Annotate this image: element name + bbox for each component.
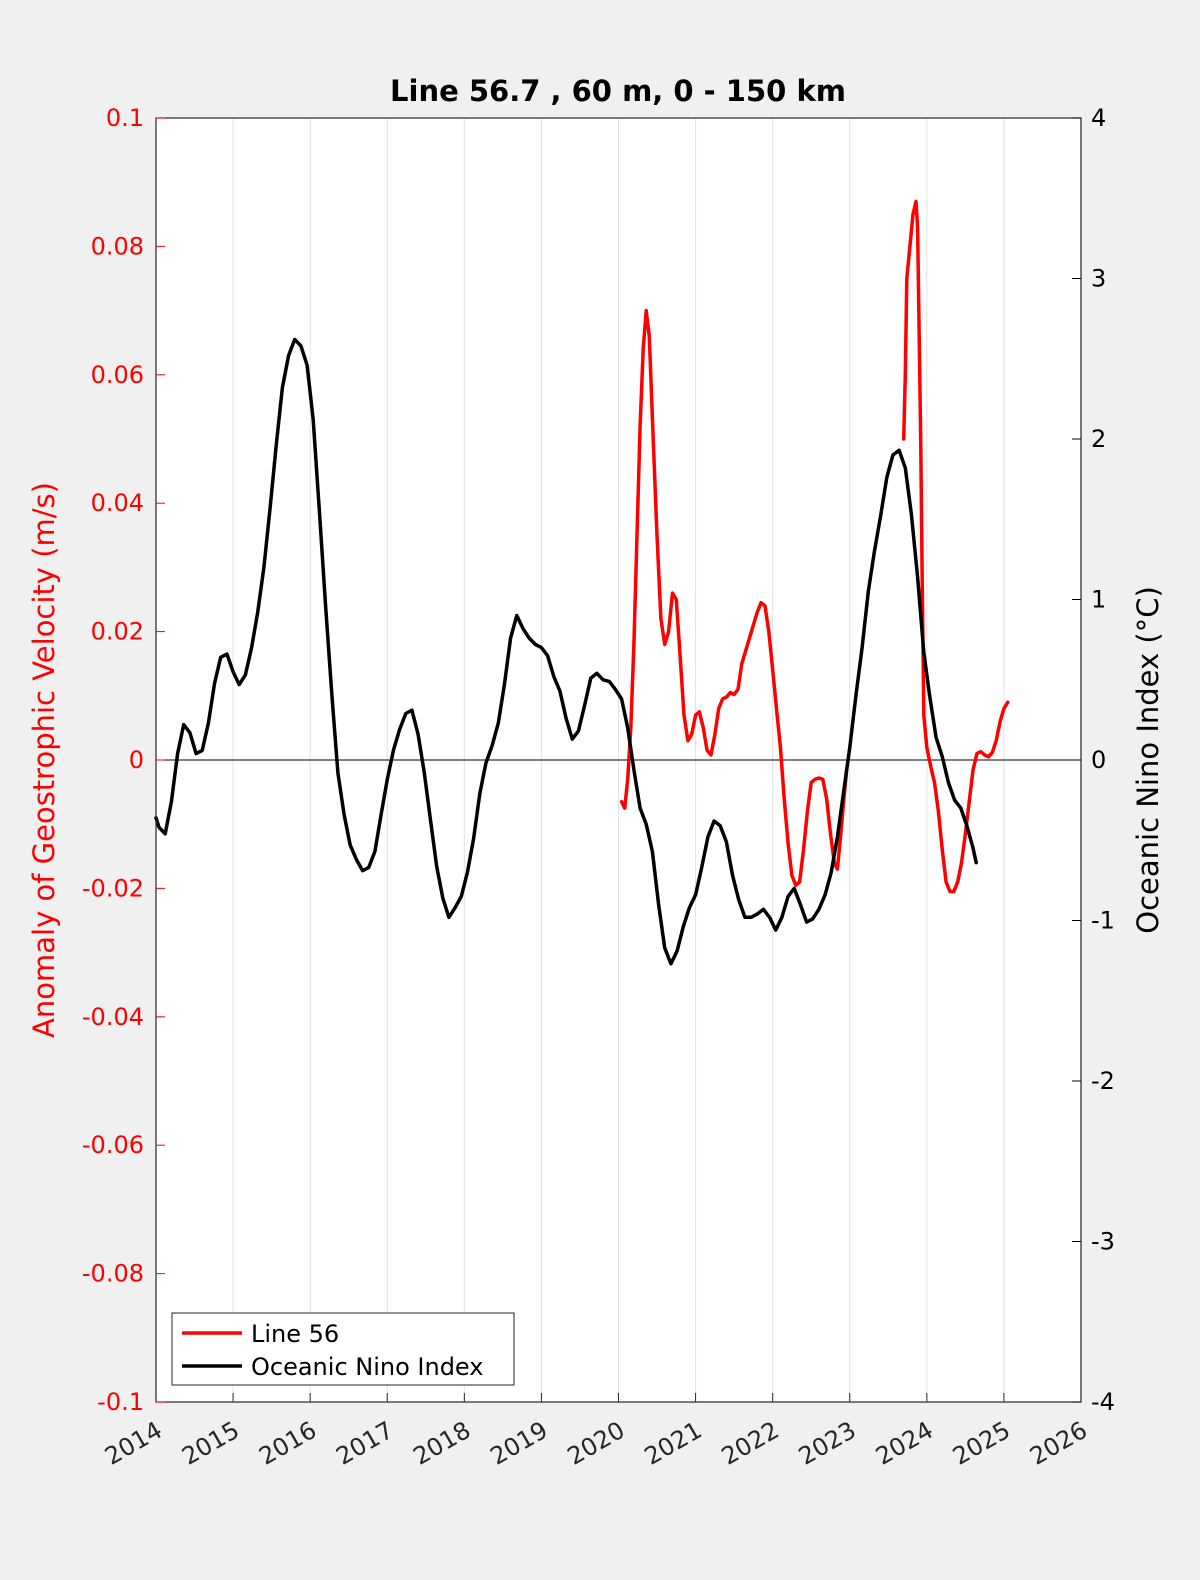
left-tick-label: 0.1	[106, 104, 144, 132]
x-tick-label-2022: 2022	[717, 1416, 784, 1471]
x-tick-label-2016: 2016	[254, 1416, 321, 1471]
x-tick-label-2017: 2017	[331, 1416, 398, 1471]
right-tick-label: 1	[1091, 586, 1106, 614]
left-tick-label: -0.02	[82, 874, 144, 902]
series-line-line56-segment-1	[901, 199, 1010, 894]
left-tick-label: 0.04	[91, 489, 144, 517]
left-tick-label: 0	[129, 746, 144, 774]
left-tick-label: 0.08	[91, 232, 144, 260]
right-tick-label: 3	[1091, 265, 1106, 293]
left-tick-label: -0.06	[82, 1131, 144, 1159]
left-axis: 0.1 0.08 0.06 0.04 0.02 0 -0.02 -0.04 -0.06 -0.08…	[82, 104, 165, 1416]
left-tick-label: -0.1	[97, 1388, 144, 1416]
right-tick-label: 0	[1091, 746, 1106, 774]
x-axis: 2014 2015 2016 2017 2018 2019 2020 2021 2022 2023…	[100, 1393, 1092, 1471]
right-tick-label: -3	[1091, 1228, 1115, 1256]
left-axis-label: Anomaly of Geostrophic Velocity (m/s)	[27, 482, 61, 1038]
x-tick-label-2018: 2018	[408, 1416, 475, 1471]
right-tick-label: -2	[1091, 1067, 1115, 1095]
legend-box	[171, 1312, 515, 1386]
right-tick-label: -4	[1091, 1388, 1115, 1416]
series-line-oni-segment-0	[154, 337, 978, 966]
left-tick-label: -0.08	[82, 1260, 144, 1288]
left-tick-label: 0.02	[91, 618, 144, 646]
right-axis-label: Oceanic Nino Index (°C)	[1131, 586, 1165, 934]
right-axis: 4 3 2 1 0 -1 -2 -3 -4	[1072, 104, 1115, 1416]
right-tick-label: 2	[1091, 425, 1106, 453]
x-tick-label-2024: 2024	[871, 1416, 938, 1471]
left-tick-label: 0.06	[91, 361, 144, 389]
x-tick-label-2025: 2025	[948, 1416, 1015, 1471]
x-tick-label-2014: 2014	[100, 1416, 167, 1471]
legend-label-oni: Oceanic Nino Index	[251, 1353, 483, 1381]
series-layer	[154, 199, 1010, 966]
right-tick-label: -1	[1091, 907, 1115, 935]
x-tick-label-2023: 2023	[794, 1416, 861, 1471]
series-line-line56-segment-0	[619, 308, 849, 887]
right-tick-label: 4	[1091, 104, 1106, 132]
x-tick-label-2019: 2019	[486, 1416, 553, 1471]
legend-label-line56: Line 56	[251, 1320, 339, 1348]
x-tick-label-2020: 2020	[563, 1416, 630, 1471]
chart-title: Line 56.7 , 60 m, 0 - 150 km	[390, 74, 846, 108]
x-tick-label-2026: 2026	[1025, 1416, 1092, 1471]
x-tick-label-2021: 2021	[640, 1416, 707, 1471]
left-tick-label: -0.04	[82, 1003, 144, 1031]
x-tick-label-2015: 2015	[177, 1416, 244, 1471]
legend: Line 56 Oceanic Nino Index	[171, 1312, 515, 1386]
